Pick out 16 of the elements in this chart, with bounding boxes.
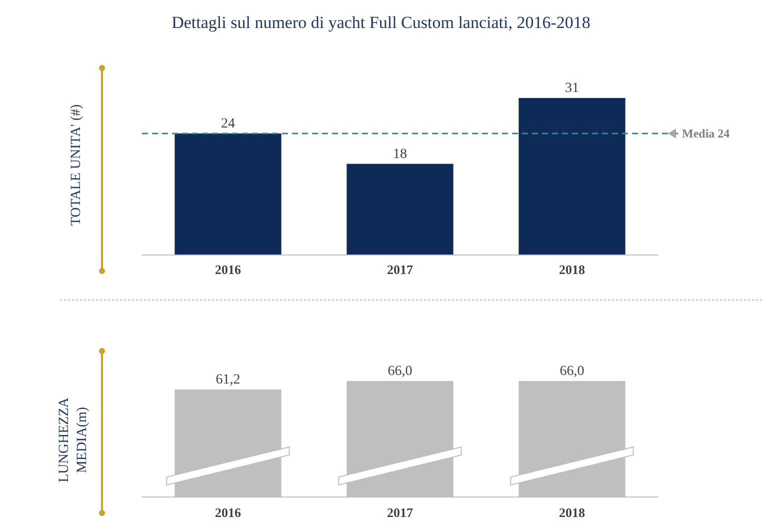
data-label: 66,0 bbox=[388, 364, 412, 379]
x-tick-label: 2017 bbox=[387, 505, 414, 520]
chart-title: Dettagli sul numero di yacht Full Custom lanciati, 2016-2018 bbox=[172, 13, 590, 32]
data-label: 66,0 bbox=[560, 364, 584, 379]
data-label: 61,2 bbox=[216, 372, 240, 388]
data-label: 24 bbox=[221, 116, 235, 132]
x-tick-label: 2018 bbox=[559, 262, 586, 277]
x-tick-label: 2016 bbox=[215, 505, 242, 520]
data-label: 31 bbox=[565, 81, 579, 96]
y-axis-title: LUNGHEZZA MEDIA(m) bbox=[57, 396, 90, 482]
data-label: 18 bbox=[393, 146, 407, 162]
x-tick-label: 2017 bbox=[387, 262, 414, 277]
ref-line-label: Media 24 bbox=[682, 126, 730, 140]
x-tick-label: 2016 bbox=[215, 262, 242, 277]
x-tick-label: 2018 bbox=[559, 505, 586, 520]
y-axis-title: TOTALE UNITA' (#) bbox=[69, 104, 84, 226]
